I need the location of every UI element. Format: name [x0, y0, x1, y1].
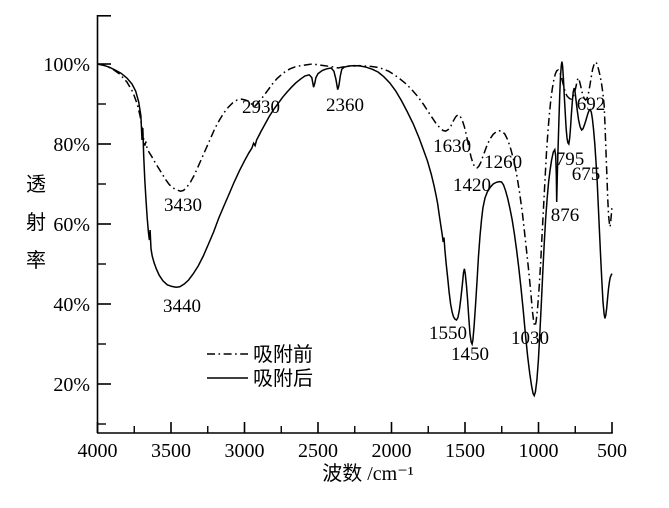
- peak-label-692: 692: [577, 94, 606, 115]
- peak-label-2360: 2360: [326, 95, 364, 116]
- x-tick-label: 2500: [298, 440, 338, 462]
- y-tick-label: 40%: [53, 294, 90, 316]
- y-tick-label: 20%: [53, 374, 90, 396]
- legend: 吸附前 吸附后: [207, 343, 313, 390]
- peak-label-1450: 1450: [451, 344, 489, 365]
- x-tick-label: 4000: [78, 440, 118, 462]
- legend-label-after: 吸附后: [253, 367, 313, 390]
- peak-label-2930: 2930: [242, 97, 280, 118]
- peak-label-795: 795: [556, 149, 585, 170]
- y-tick-label: 80%: [53, 134, 90, 156]
- x-tick-label: 2000: [372, 440, 412, 462]
- y-axis-title-char-2: 射: [26, 211, 46, 234]
- series-curves: [97, 60, 613, 398]
- x-axis-title: 波数 /cm⁻¹: [322, 462, 414, 485]
- x-axis-tick-labels: 4000 3500 3000 2500 2000 1500 1000 500: [78, 440, 628, 462]
- peak-label-3440: 3440: [163, 296, 201, 317]
- peak-label-1550: 1550: [429, 323, 467, 344]
- x-tick-label: 500: [597, 440, 627, 462]
- x-tick-label: 1500: [445, 440, 485, 462]
- x-tick-label: 1000: [519, 440, 559, 462]
- legend-label-before: 吸附前: [253, 343, 313, 366]
- y-tick-label: 60%: [53, 214, 90, 236]
- x-axis-ticks: [96, 422, 613, 433]
- y-axis-ticks: [97, 63, 111, 425]
- x-tick-label: 3000: [225, 440, 265, 462]
- peak-label-1260: 1260: [484, 152, 522, 173]
- peak-label-876: 876: [551, 205, 580, 226]
- peak-label-3430: 3430: [164, 195, 202, 216]
- peak-label-1630: 1630: [433, 136, 471, 157]
- series-before-adsorption-curve: [97, 60, 613, 330]
- y-axis-tick-labels: 100% 80% 60% 40% 20%: [43, 54, 90, 396]
- x-tick-label: 3500: [151, 440, 191, 462]
- peak-label-675: 675: [572, 164, 601, 185]
- peak-label-1030: 1030: [511, 328, 549, 349]
- axes: [96, 15, 613, 434]
- peak-label-1420: 1420: [453, 175, 491, 196]
- y-axis-title: 透 射 率: [26, 173, 46, 272]
- series-after-adsorption-curve: [97, 61, 613, 398]
- y-axis-title-char-3: 率: [26, 249, 46, 272]
- y-tick-label: 100%: [43, 54, 90, 76]
- y-axis-title-char-1: 透: [26, 173, 46, 196]
